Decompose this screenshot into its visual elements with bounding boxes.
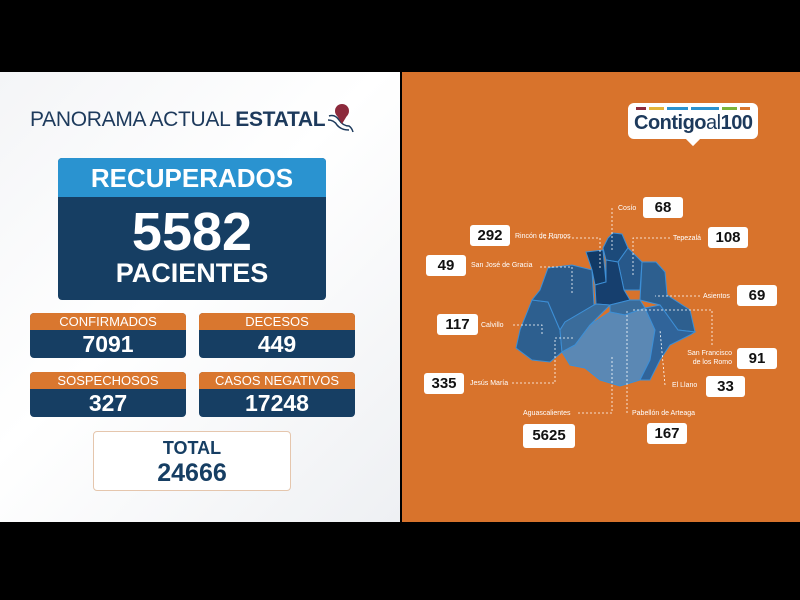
map-label-jesus-maria: Jesús María bbox=[470, 380, 509, 387]
map-label-san-francisco-de-los-romo: San Francisco de los Romo bbox=[687, 350, 732, 366]
total-card: TOTAL 24666 bbox=[93, 431, 291, 491]
page-title: PANORAMA ACTUAL ESTATAL bbox=[30, 108, 326, 131]
logo-color-bar bbox=[721, 107, 737, 110]
logo-color-bar bbox=[739, 107, 751, 110]
value-tepezala: 108 bbox=[708, 227, 748, 248]
confirmados-card: CONFIRMADOS 7091 bbox=[30, 313, 186, 358]
sospechosos-card: SOSPECHOSOS 327 bbox=[30, 372, 186, 417]
stat-label: CONFIRMADOS bbox=[30, 313, 186, 330]
mexico-pin-icon bbox=[327, 104, 354, 133]
stat-label: CASOS NEGATIVOS bbox=[199, 372, 355, 389]
decesos-card: DECESOS 449 bbox=[199, 313, 355, 358]
value-el-llano: 33 bbox=[706, 376, 745, 397]
recuperados-value: 5582 bbox=[131, 202, 253, 262]
map-label-aguascalientes: Aguascalientes bbox=[523, 410, 571, 417]
value-calvillo: 117 bbox=[437, 314, 478, 335]
total-label: TOTAL bbox=[162, 438, 222, 458]
region-el-llano bbox=[639, 304, 697, 381]
stat-value: 327 bbox=[88, 390, 128, 416]
map-label-tepezala: Tepezalá bbox=[673, 235, 702, 242]
map-label-san-jose-de-gracia: San José de Gracia bbox=[471, 262, 533, 269]
aguascalientes-map bbox=[512, 208, 713, 414]
region-asientos bbox=[639, 261, 696, 333]
value-san-francisco-de-los-romo: 91 bbox=[737, 348, 777, 369]
region-aguascalientes bbox=[561, 307, 656, 387]
contigo-al-100-logo: Contigoal100 bbox=[628, 103, 758, 147]
logo-color-bar bbox=[690, 107, 719, 110]
casos-negativos-card: CASOS NEGATIVOS 17248 bbox=[199, 372, 355, 417]
recuperados-label: RECUPERADOS bbox=[58, 158, 326, 197]
stat-value: 7091 bbox=[82, 331, 134, 357]
total-value: 24666 bbox=[157, 459, 227, 487]
value-san-jose-de-gracia: 49 bbox=[426, 255, 466, 276]
map-label-asientos: Asientos bbox=[703, 293, 730, 300]
map-label-cosio: Cosío bbox=[618, 205, 637, 212]
value-asientos: 69 bbox=[737, 285, 777, 306]
logo-color-bar bbox=[649, 107, 665, 110]
map-label-pabellon-de-arteaga: Pabellón de Arteaga bbox=[632, 410, 696, 417]
recuperados-unit: PACIENTES bbox=[115, 258, 269, 288]
stat-value: 449 bbox=[257, 331, 297, 357]
stat-value: 17248 bbox=[245, 390, 309, 416]
recuperados-card: RECUPERADOS 5582 PACIENTES bbox=[58, 158, 326, 300]
map-label-el-llano: El Llano bbox=[672, 382, 698, 389]
map-label-calvillo: Calvillo bbox=[481, 322, 504, 329]
value-cosio: 68 bbox=[643, 197, 683, 218]
value-pabellon-de-arteaga: 167 bbox=[647, 423, 687, 444]
stat-label: SOSPECHOSOS bbox=[30, 372, 186, 389]
region-tepezala bbox=[617, 247, 643, 291]
logo-color-bar bbox=[636, 107, 647, 110]
map-label-rincon-de-romos: Rincón de Romos bbox=[515, 233, 571, 240]
value-jesus-maria: 335 bbox=[424, 373, 464, 394]
value-rincon-de-romos: 292 bbox=[470, 225, 510, 246]
logo-color-bar bbox=[667, 107, 688, 110]
value-aguascalientes: 5625 bbox=[523, 424, 575, 448]
stat-label: DECESOS bbox=[199, 313, 355, 330]
